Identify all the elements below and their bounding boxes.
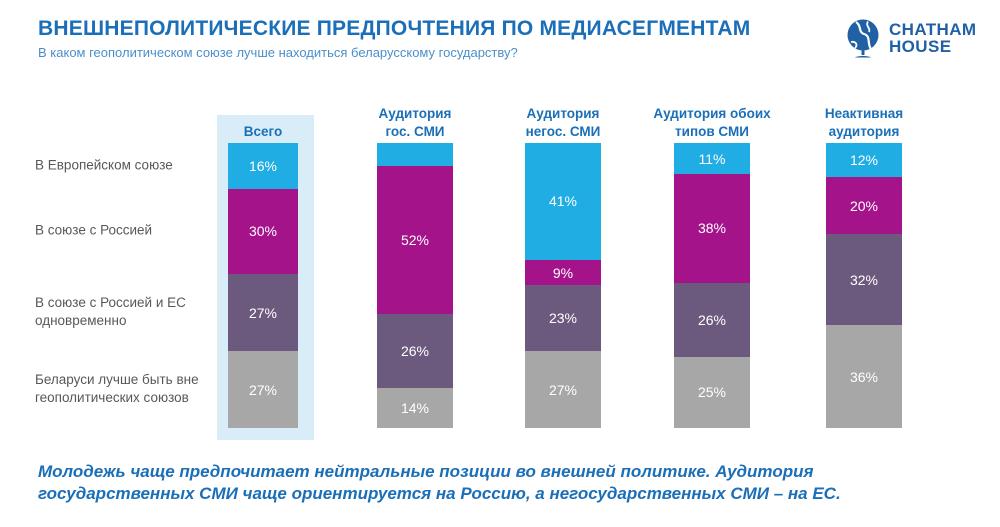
bar-segment: 38% (674, 174, 750, 283)
bar-segment: 26% (377, 313, 453, 389)
segment-value-label: 41% (548, 193, 578, 210)
stacked-bar: 11% 38% 26% 25% (674, 143, 750, 428)
segment-value-label: 36% (849, 368, 879, 385)
row-label: В союзе с Россией (35, 222, 153, 238)
stacked-bar: 16% 30% 27% 27% (228, 143, 298, 428)
bar-segment: 20% (826, 177, 902, 235)
segment-value-label: 27% (248, 304, 278, 321)
segment-value-label: 30% (248, 223, 278, 240)
segment-value-label: 27% (248, 381, 278, 398)
row-label: В союзе с Россией и ЕС одновременно (35, 294, 186, 329)
segment-value-label: 23% (548, 310, 578, 327)
chatham-house-logo: CHATHAM HOUSE (843, 16, 976, 60)
bar-segment (377, 143, 453, 166)
bar-segment: 32% (826, 234, 902, 326)
segment-value-label: 26% (697, 311, 727, 328)
bar-segment: 12% (826, 143, 902, 178)
bar-segment: 52% (377, 165, 453, 314)
row-label: Беларуси лучше быть вне геополитических … (35, 371, 199, 406)
bar-segment: 16% (228, 143, 298, 189)
bar-segment: 27% (525, 351, 601, 428)
stacked-bar: 52% 26% 14% (377, 143, 453, 428)
stacked-bar: 41% 9% 23% 27% (525, 143, 601, 428)
bar-segment: 30% (228, 188, 298, 275)
row-label: В Европейском союзе (35, 157, 173, 173)
bar-segment: 9% (525, 259, 601, 286)
segment-value-label: 38% (697, 220, 727, 237)
segment-value-label: 52% (400, 231, 430, 248)
stacked-bar: 12% 20% 32% 36% (826, 143, 902, 428)
segment-value-label: 12% (849, 152, 879, 169)
logo-line1: CHATHAM (889, 20, 977, 39)
segment-value-label: 14% (400, 400, 430, 417)
segment-value-label: 32% (849, 271, 879, 288)
bar-segment: 27% (228, 351, 298, 428)
bar-segment: 36% (826, 325, 902, 428)
bar-segment: 27% (228, 274, 298, 352)
segment-value-label: 11% (698, 150, 726, 167)
bar-segment: 14% (377, 388, 453, 428)
segment-value-label: 9% (552, 264, 574, 281)
column-header: Аудитория гос. СМИ (378, 106, 452, 139)
column-header: Всего (243, 123, 283, 139)
page-title: ВНЕШНЕПОЛИТИЧЕСКИЕ ПРЕДПОЧТЕНИЯ ПО МЕДИА… (38, 17, 751, 40)
bar-segment: 23% (525, 285, 601, 352)
bar-segment: 25% (674, 356, 750, 428)
logo-wordmark: CHATHAM HOUSE (889, 21, 976, 55)
page-subtitle: В каком геополитическом союзе лучше нахо… (38, 45, 518, 60)
bar-segment: 11% (674, 143, 750, 175)
column-header: Неактивная аудитория (824, 106, 904, 139)
segment-value-label: 26% (400, 343, 430, 360)
bar-segment: 26% (674, 282, 750, 357)
logo-line2: HOUSE (889, 37, 952, 56)
bar-segment: 41% (525, 143, 601, 260)
globe-icon (847, 19, 879, 58)
column-header: Аудитория негос. СМИ (525, 106, 601, 139)
footnote: Молодежь чаще предпочитает нейтральные п… (38, 462, 841, 504)
segment-value-label: 20% (849, 197, 879, 214)
segment-value-label: 16% (248, 157, 278, 174)
column-header: Аудитория обоих типов СМИ (653, 106, 771, 139)
segment-value-label: 27% (548, 381, 578, 398)
segment-value-label: 25% (697, 384, 727, 401)
